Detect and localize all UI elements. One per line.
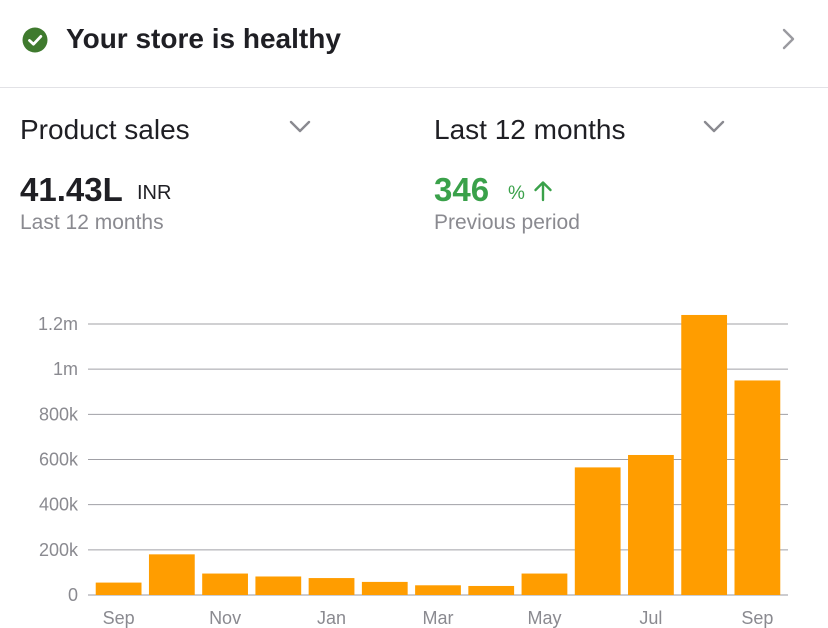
x-tick-label: Jan xyxy=(317,608,346,628)
x-tick-label: Sep xyxy=(103,608,135,628)
x-tick-label: Mar xyxy=(423,608,454,628)
bar-nov-2[interactable] xyxy=(202,573,248,595)
sales-total-currency: INR xyxy=(137,182,172,204)
sales-bar-chart: 0 200k 400k 600k 800k 1m 1.2m Sep Nov Jan Mar May Ju… xyxy=(0,290,828,628)
sales-total-value: 41.43L xyxy=(20,171,123,208)
y-tick-label: 200k xyxy=(39,540,79,560)
y-tick-label: 1m xyxy=(53,359,78,379)
bar-apr-7[interactable] xyxy=(468,585,515,595)
bar-dec-3[interactable] xyxy=(255,576,302,595)
bar-sep-12[interactable] xyxy=(734,380,781,595)
bar-oct-1[interactable] xyxy=(148,554,195,595)
bar-mar-6[interactable] xyxy=(415,585,461,595)
bar-jun-9[interactable] xyxy=(574,467,621,595)
metric-selector[interactable]: Product sales xyxy=(20,108,320,152)
change-caption: Previous period xyxy=(434,211,580,234)
change-percentage-unit: % xyxy=(508,183,525,204)
chevron-down-icon xyxy=(703,120,725,133)
y-tick-label: 800k xyxy=(39,404,79,424)
x-tick-label: Nov xyxy=(209,608,241,628)
x-tick-label: Jul xyxy=(639,608,662,628)
chevron-right-icon[interactable] xyxy=(778,26,800,52)
bar-aug-11[interactable] xyxy=(681,314,728,595)
bar-jan-4[interactable] xyxy=(308,578,355,595)
sales-bar-chart-canvas: 0 200k 400k 600k 800k 1m 1.2m Sep Nov Jan Mar May Ju… xyxy=(38,314,788,628)
bar-feb-5[interactable] xyxy=(361,581,408,595)
y-tick-label: 0 xyxy=(68,585,78,605)
bar-may-8[interactable] xyxy=(521,573,568,595)
sales-total-caption: Last 12 months xyxy=(20,211,164,234)
y-tick-label: 400k xyxy=(39,495,79,515)
y-tick-label: 600k xyxy=(39,450,79,470)
bar-jul-10[interactable] xyxy=(628,454,674,595)
period-selector-label: Last 12 months xyxy=(434,114,626,145)
arrow-up-icon xyxy=(534,181,552,202)
x-tick-label: Sep xyxy=(741,608,773,628)
change-percentage-value: 346 xyxy=(434,171,490,208)
bar-sep-0[interactable] xyxy=(95,582,142,595)
y-tick-label: 1.2m xyxy=(38,314,78,334)
x-tick-label: May xyxy=(527,608,561,628)
period-selector[interactable]: Last 12 months xyxy=(434,108,734,152)
chevron-down-icon xyxy=(289,120,311,133)
store-health-title: Your store is healthy xyxy=(66,23,341,54)
check-circle-icon xyxy=(22,27,48,53)
metric-selector-label: Product sales xyxy=(20,114,190,145)
store-health-banner[interactable]: Your store is healthy xyxy=(0,0,828,88)
